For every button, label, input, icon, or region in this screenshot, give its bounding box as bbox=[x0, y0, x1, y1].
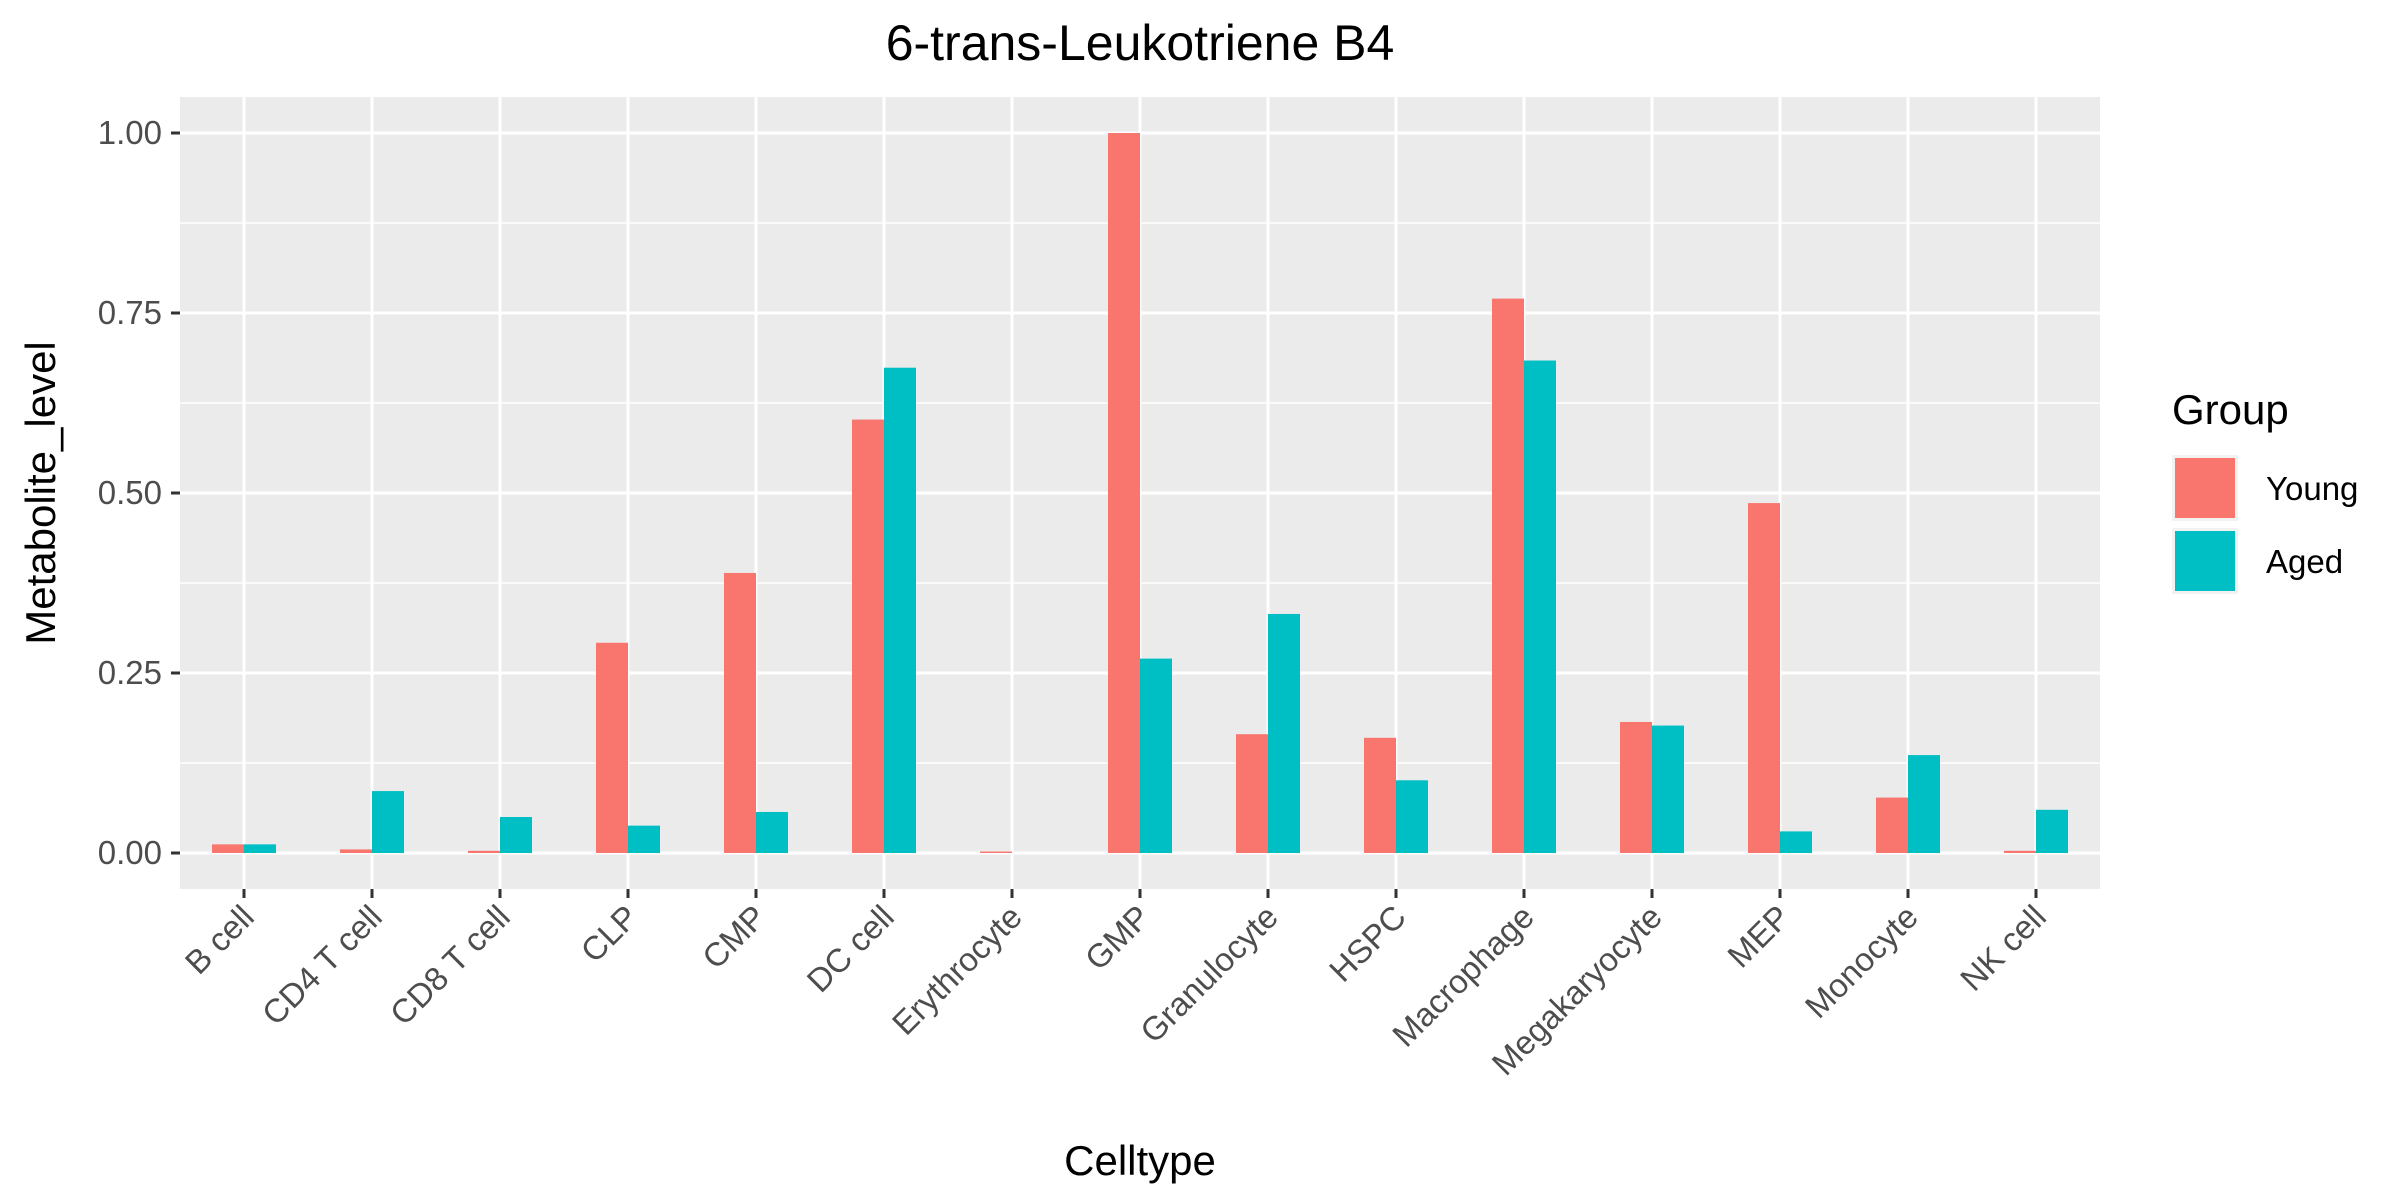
legend-swatch-aged bbox=[2175, 531, 2235, 591]
bar-young-12 bbox=[1748, 503, 1780, 853]
y-tick-label: 1.00 bbox=[98, 114, 162, 151]
bar-young-5 bbox=[852, 419, 884, 853]
legend: Group Young Aged bbox=[2172, 386, 2358, 594]
bar-aged-4 bbox=[756, 811, 788, 853]
bar-aged-2 bbox=[500, 817, 532, 853]
x-tick-label: CLP bbox=[573, 898, 645, 970]
bar-aged-5 bbox=[884, 367, 916, 853]
x-tick-label: CD4 T cell bbox=[255, 898, 389, 1032]
x-tick-label: CD8 T cell bbox=[383, 898, 517, 1032]
bar-young-8 bbox=[1236, 734, 1268, 853]
legend-items: Young Aged bbox=[2172, 455, 2358, 594]
bar-young-0 bbox=[212, 844, 244, 853]
y-tick-label: 0.00 bbox=[98, 834, 162, 871]
bar-aged-1 bbox=[372, 791, 404, 853]
bar-aged-11 bbox=[1652, 725, 1684, 853]
y-axis-title: Metabolite_level bbox=[17, 341, 64, 645]
bar-young-6 bbox=[980, 851, 1012, 853]
bar-aged-7 bbox=[1140, 658, 1172, 853]
bar-young-11 bbox=[1620, 721, 1652, 853]
bar-young-3 bbox=[596, 642, 628, 853]
x-tick-label: Granulocyte bbox=[1133, 898, 1285, 1050]
x-tick-label: Erythrocyte bbox=[885, 898, 1029, 1042]
bar-aged-3 bbox=[628, 825, 660, 853]
bar-aged-13 bbox=[1908, 755, 1940, 853]
y-tick-label: 0.25 bbox=[98, 654, 162, 691]
legend-label-aged: Aged bbox=[2266, 543, 2343, 580]
bar-aged-9 bbox=[1396, 780, 1428, 853]
bars bbox=[212, 133, 2068, 854]
x-axis-title: Celltype bbox=[1064, 1137, 1216, 1184]
bar-aged-12 bbox=[1780, 831, 1812, 853]
x-tick-label: DC cell bbox=[800, 898, 901, 999]
chart-title: 6-trans-Leukotriene B4 bbox=[886, 15, 1395, 71]
x-tick-label: NK cell bbox=[1953, 898, 2053, 998]
bar-aged-14 bbox=[2036, 809, 2068, 853]
x-tick-label: MEP bbox=[1720, 898, 1797, 975]
bar-aged-8 bbox=[1268, 613, 1300, 853]
bar-young-2 bbox=[468, 850, 500, 853]
bar-young-13 bbox=[1876, 797, 1908, 853]
x-tick-label: CMP bbox=[695, 898, 773, 976]
y-tick-label: 0.75 bbox=[98, 294, 162, 331]
legend-label-young: Young bbox=[2266, 470, 2358, 507]
bar-young-1 bbox=[340, 849, 372, 853]
x-tick-label: HSPC bbox=[1322, 898, 1413, 989]
x-tick-label: GMP bbox=[1078, 898, 1157, 977]
legend-title: Group bbox=[2172, 386, 2289, 433]
bar-aged-10 bbox=[1524, 360, 1556, 853]
x-tick-label: B cell bbox=[178, 898, 261, 981]
bar-young-7 bbox=[1108, 133, 1140, 853]
bar-young-4 bbox=[724, 572, 756, 853]
legend-swatch-young bbox=[2175, 458, 2235, 518]
x-tick-label: Monocyte bbox=[1798, 898, 1925, 1025]
bar-aged-0 bbox=[244, 844, 276, 853]
y-tick-label: 0.50 bbox=[98, 474, 162, 511]
bar-young-9 bbox=[1364, 737, 1396, 853]
bar-young-14 bbox=[2004, 850, 2036, 853]
bar-young-10 bbox=[1492, 298, 1524, 854]
